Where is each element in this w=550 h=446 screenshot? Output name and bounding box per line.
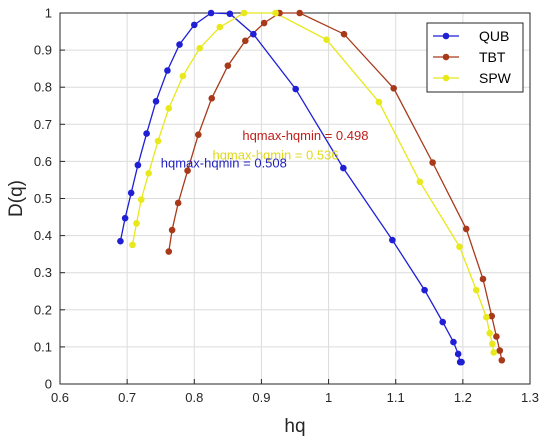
x-tick-label: 1: [325, 390, 332, 405]
data-point-tbt: [165, 248, 173, 255]
data-point-tbt: [195, 131, 202, 138]
data-point-qub: [152, 97, 160, 105]
data-point-tbt: [390, 85, 398, 92]
data-point-qub: [226, 10, 234, 18]
legend: QUB TBT SPW: [426, 22, 524, 93]
data-point-spw: [137, 196, 145, 203]
data-point-spw: [154, 137, 162, 145]
data-point-tbt: [174, 199, 182, 207]
data-point-spw: [216, 23, 224, 31]
data-point-qub: [117, 237, 124, 245]
data-point-qub: [121, 214, 129, 222]
y-tick-label: 0.2: [34, 302, 52, 317]
data-point-qub: [127, 189, 135, 197]
data-point-qub: [389, 236, 396, 244]
series-line-spw: [131, 12, 495, 353]
data-point-qub: [454, 350, 462, 358]
data-point-tbt: [296, 9, 304, 17]
y-axis-label: D(q): [6, 180, 27, 217]
data-point-spw: [323, 36, 330, 44]
data-point-spw: [272, 9, 279, 17]
data-point-qub: [207, 9, 215, 17]
x-tick-label: 0.8: [185, 390, 203, 405]
data-point-tbt: [260, 19, 268, 27]
data-point-tbt: [184, 167, 191, 174]
legend-marker-spw: [442, 74, 450, 82]
data-point-qub: [143, 130, 150, 137]
data-point-qub: [176, 41, 183, 48]
data-point-spw: [375, 98, 383, 106]
data-point-tbt: [340, 30, 348, 38]
data-point-qub: [340, 164, 347, 172]
data-point-tbt: [488, 312, 496, 320]
series-line-tbt: [168, 12, 503, 361]
data-point-qub: [134, 161, 142, 169]
data-point-spw: [456, 243, 463, 251]
y-tick-label: 0.8: [34, 80, 52, 95]
y-tick-label: 1: [45, 6, 52, 21]
data-point-tbt: [208, 95, 216, 102]
annotation-text: hqmax-hqmin = 0.536: [212, 148, 338, 163]
legend-label-qub: QUB: [479, 28, 509, 44]
data-point-qub: [292, 85, 299, 93]
y-tick-label: 0.1: [34, 339, 52, 354]
data-point-tbt: [462, 225, 470, 233]
data-point-tbt: [168, 226, 176, 234]
x-tick-label: 0.7: [118, 390, 136, 405]
x-tick-label: 0.6: [51, 390, 69, 405]
data-point-spw: [486, 329, 494, 337]
data-point-spw: [145, 169, 152, 177]
x-tick-label: 1.3: [521, 390, 539, 405]
data-point-qub: [250, 30, 257, 38]
y-tick-label: 0.6: [34, 154, 52, 169]
annotations: hqmax-hqmin = 0.498 hqmax-hqmin = 0.536hq…: [161, 128, 369, 171]
y-tick-label: 0: [45, 377, 52, 392]
x-tick-label: 0.9: [252, 390, 270, 405]
data-point-tbt: [479, 275, 487, 283]
data-point-spw: [133, 220, 140, 227]
data-point-tbt: [498, 356, 506, 364]
y-tick-label: 0.3: [34, 265, 52, 280]
data-point-spw: [490, 349, 498, 356]
legend-label-tbt: TBT: [479, 49, 506, 65]
data-point-spw: [416, 178, 424, 186]
x-tick-label: 1.2: [454, 390, 472, 405]
y-tick-label: 0.9: [34, 43, 52, 58]
y-axis-ticks: 0 0.1 0.2 0.3 0.4 0.5 0.6 0.7 0.8 0.9 1: [34, 6, 65, 392]
data-point-spw: [179, 72, 187, 80]
data-point-qub: [190, 21, 198, 29]
y-tick-label: 0.4: [34, 228, 52, 243]
x-axis-label: hq: [284, 416, 305, 437]
y-tick-label: 0.5: [34, 191, 52, 206]
y-tick-label: 0.7: [34, 117, 52, 132]
data-point-qub: [421, 286, 428, 294]
data-point-tbt: [242, 37, 249, 45]
data-point-spw: [165, 105, 173, 112]
legend-marker-tbt: [442, 53, 450, 61]
data-point-spw: [196, 44, 203, 52]
annotation-text: hqmax-hqmin = 0.498: [242, 128, 368, 143]
series-points: [117, 9, 506, 366]
data-point-spw: [129, 241, 136, 249]
data-point-spw: [240, 9, 248, 17]
data-point-qub: [164, 67, 171, 74]
data-point-qub: [439, 318, 447, 326]
data-point-tbt: [224, 62, 232, 69]
data-point-spw: [483, 313, 490, 321]
data-point-qub: [458, 358, 465, 366]
legend-marker-qub: [442, 32, 450, 40]
x-axis-ticks: 0.6 0.7 0.8 0.9 1 1.1 1.2 1.3: [51, 379, 539, 405]
data-point-tbt: [429, 159, 436, 166]
x-tick-label: 1.1: [387, 390, 405, 405]
data-point-spw: [472, 286, 480, 294]
data-point-tbt: [493, 333, 500, 340]
data-point-tbt: [496, 347, 504, 354]
legend-label-spw: SPW: [479, 70, 512, 86]
annotation-text: hqmax-hqmin = 0.508: [161, 156, 287, 171]
data-point-spw: [489, 340, 496, 348]
data-point-qub: [450, 338, 457, 346]
